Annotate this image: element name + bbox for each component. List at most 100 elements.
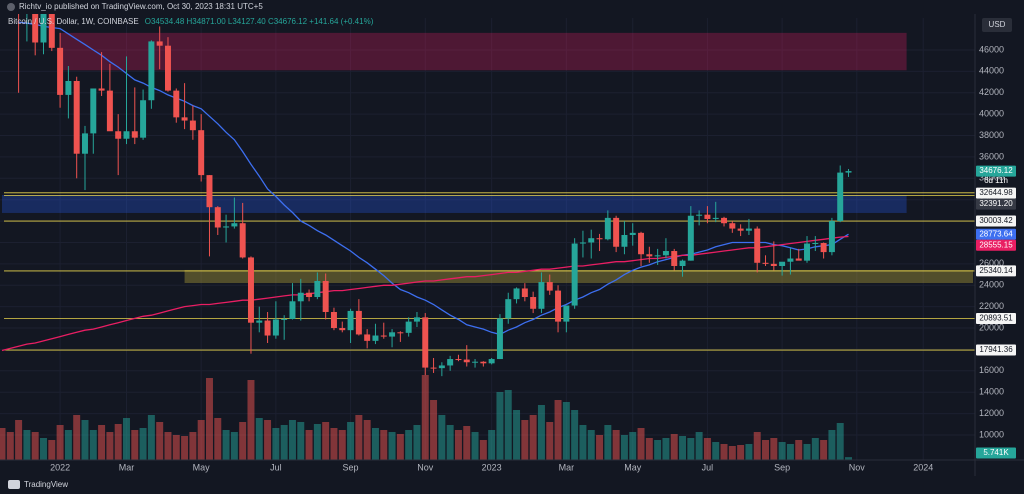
x-tick-label: Jul [702, 462, 714, 472]
volume-bar [205, 378, 213, 460]
currency-box[interactable] [982, 18, 1012, 32]
volume-bar [521, 420, 529, 460]
level-label-box [976, 312, 1016, 324]
volume-bar [537, 405, 545, 460]
volume-bar [811, 438, 819, 460]
candle-body [231, 223, 238, 227]
volume-bar [463, 426, 471, 460]
candle-body [297, 292, 304, 302]
candle-body [812, 243, 819, 245]
candle-body [223, 226, 230, 228]
y-tick-label: 26000 [979, 258, 1004, 268]
last-price-label-box [976, 165, 1016, 177]
volume-bar [189, 432, 197, 460]
volume-bar [712, 442, 720, 460]
footer-brand: TradingView [24, 480, 68, 489]
volume-bar [446, 425, 454, 460]
volume-bar [338, 430, 346, 460]
y-tick-label: 38000 [979, 130, 1004, 140]
volume-bar [172, 435, 180, 460]
candle-body [173, 90, 180, 118]
ohlc: O34534.48 H34871.00 L34127.40 C34676.12 … [145, 17, 374, 26]
y-tick-label: 34000 [979, 173, 1004, 183]
y-tick-label: 46000 [979, 44, 1004, 54]
volume-bar [280, 425, 288, 460]
volume-bar [123, 418, 130, 460]
candle-body [837, 172, 844, 222]
volume-bar [230, 432, 238, 460]
currency[interactable]: USD [989, 20, 1006, 29]
candle-body [355, 310, 362, 335]
candle-body [198, 130, 205, 176]
logo [8, 480, 20, 489]
candle-body [712, 217, 719, 219]
candle-body [571, 243, 578, 306]
volume-bar [48, 440, 56, 460]
candle-body [123, 131, 130, 139]
countdown: 6d 11h [984, 176, 1008, 185]
candle-body [189, 120, 196, 131]
volume-bar [396, 434, 404, 460]
volume-bar [363, 420, 371, 460]
candle-body [181, 117, 188, 121]
volume-bar [479, 440, 487, 460]
y-tick-label: 20000 [979, 322, 1004, 332]
candle-body [787, 258, 794, 262]
candle-body [148, 41, 155, 101]
candle-body [330, 311, 337, 329]
volume-bar [313, 424, 321, 460]
volume-bar [703, 438, 711, 460]
candle-body [397, 332, 404, 334]
y-tick-label: 44000 [979, 66, 1004, 76]
volume-bar [620, 435, 628, 460]
volume-bar [753, 432, 761, 460]
volume-bar [504, 390, 512, 460]
volume-bar [6, 432, 14, 460]
x-tick-label: Jul [270, 462, 282, 472]
level-label-box [976, 215, 1016, 227]
x-tick-label: 2024 [913, 462, 933, 472]
candle-body [662, 251, 669, 256]
candle-body [289, 301, 296, 319]
candle-body [422, 317, 429, 368]
candle-body [604, 217, 611, 240]
zone [2, 194, 907, 213]
volume-bar [31, 432, 39, 460]
volume-bar [197, 420, 205, 460]
volume-bar [40, 438, 47, 460]
volume-bar [239, 422, 247, 460]
volume-bar [587, 430, 595, 460]
candle-body [621, 234, 628, 247]
volume-bar [413, 425, 421, 460]
volume-bar [836, 423, 844, 460]
candle-body [488, 359, 495, 364]
publisher: Richtv_io published on TradingView.com, … [19, 2, 263, 11]
level-label-box [976, 187, 1016, 199]
candle-body [696, 214, 703, 216]
candle-body [314, 280, 321, 298]
candle-body [98, 88, 105, 91]
candle-body [256, 320, 263, 323]
candle-body [646, 254, 653, 257]
volume-bar [322, 422, 330, 460]
level-label-box [976, 198, 1016, 210]
level-label: 32391.20 [979, 199, 1013, 208]
candle-body [206, 175, 213, 208]
volume-bar [64, 430, 72, 460]
volume-bar [330, 428, 338, 460]
volume-bar [554, 400, 562, 460]
volume-bar [596, 435, 604, 460]
volume-bar [546, 422, 554, 460]
volume-bar [0, 428, 6, 460]
volume-bar [421, 375, 429, 460]
ma-label: 28773.64 [979, 229, 1013, 238]
candle-body [156, 41, 163, 46]
y-tick-label: 24000 [979, 280, 1004, 290]
candle-body [596, 238, 603, 240]
candle-body [32, 14, 39, 43]
volume-bar [737, 445, 745, 460]
candle-body [57, 47, 64, 95]
symbol: Bitcoin / U.S. Dollar, 1W, COINBASE [8, 17, 139, 26]
candle-body [380, 335, 387, 337]
zone [60, 32, 907, 71]
